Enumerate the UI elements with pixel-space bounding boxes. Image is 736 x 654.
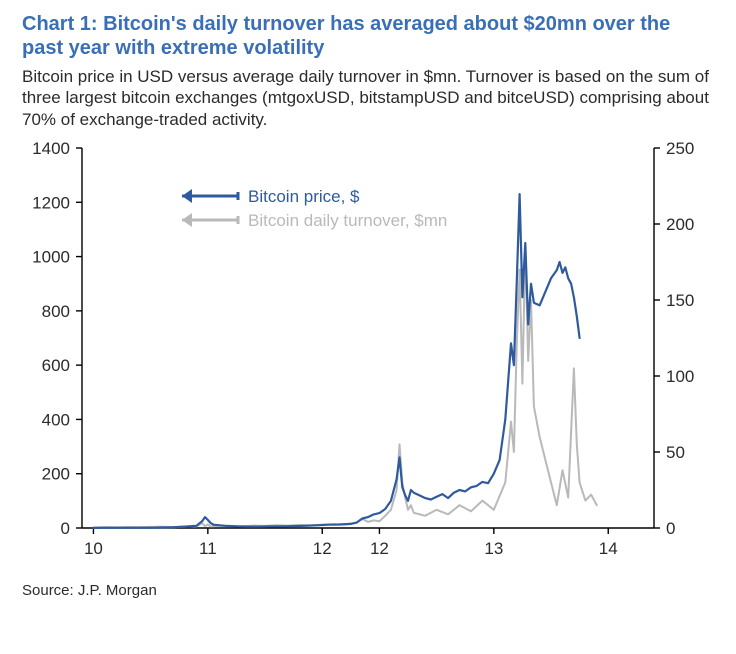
svg-text:Bitcoin price, $: Bitcoin price, $ bbox=[248, 187, 360, 206]
svg-text:12: 12 bbox=[370, 539, 389, 558]
svg-text:0: 0 bbox=[666, 519, 675, 538]
svg-text:1400: 1400 bbox=[32, 139, 70, 158]
svg-text:10: 10 bbox=[84, 539, 103, 558]
svg-text:11: 11 bbox=[199, 539, 217, 558]
svg-text:14: 14 bbox=[599, 539, 618, 558]
svg-text:200: 200 bbox=[666, 215, 694, 234]
svg-text:50: 50 bbox=[666, 443, 685, 462]
chart-container: 0 200 400 600 800 1000 1200 1400 0 50 100 150 200 250… bbox=[22, 138, 714, 568]
chart-svg: 0 200 400 600 800 1000 1200 1400 0 50 100 150 200 250… bbox=[22, 138, 714, 568]
svg-text:600: 600 bbox=[42, 356, 70, 375]
chart-subtitle: Bitcoin price in USD versus average dail… bbox=[22, 66, 714, 130]
svg-text:400: 400 bbox=[42, 410, 70, 429]
svg-text:1000: 1000 bbox=[32, 247, 70, 266]
svg-text:1200: 1200 bbox=[32, 193, 70, 212]
svg-text:250: 250 bbox=[666, 139, 694, 158]
source-label: Source: J.P. Morgan bbox=[22, 582, 714, 599]
svg-text:12: 12 bbox=[313, 539, 332, 558]
svg-text:Bitcoin daily turnover, $mn: Bitcoin daily turnover, $mn bbox=[248, 211, 447, 230]
chart-title: Chart 1: Bitcoin's daily turnover has av… bbox=[22, 12, 714, 60]
svg-text:200: 200 bbox=[42, 464, 70, 483]
svg-text:800: 800 bbox=[42, 302, 70, 321]
svg-text:0: 0 bbox=[61, 519, 70, 538]
svg-text:150: 150 bbox=[666, 291, 694, 310]
svg-text:100: 100 bbox=[666, 367, 694, 386]
svg-text:13: 13 bbox=[484, 539, 503, 558]
